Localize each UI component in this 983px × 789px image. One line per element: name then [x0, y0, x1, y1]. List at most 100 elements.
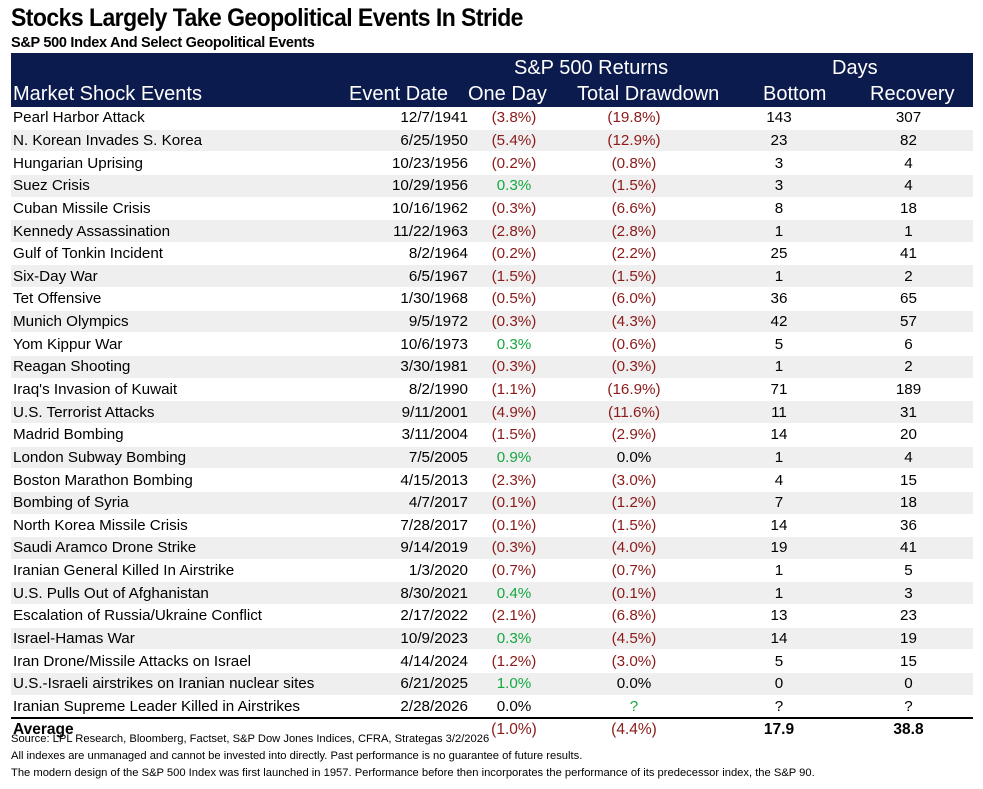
total-drawdown: (2.8%) [554, 219, 714, 243]
table-row: London Subway Bombing 7/5/2005 0.9% 0.0% 1 4 [11, 446, 973, 470]
table-row: Iranian Supreme Leader Killed in Airstri… [11, 695, 973, 719]
days-to-recovery: 6 [844, 332, 973, 357]
total-drawdown: (1.5%) [554, 264, 714, 289]
total-drawdown: (0.3%) [554, 355, 714, 379]
days-to-bottom: 42 [714, 310, 844, 334]
average-one-day: (1.0%) [474, 717, 554, 742]
page-title: Stocks Largely Take Geopolitical Events … [11, 4, 523, 32]
event-date: 8/2/1990 [343, 378, 474, 402]
total-drawdown: (12.9%) [554, 129, 714, 153]
total-drawdown: (4.3%) [554, 310, 714, 334]
one-day-return: (0.5%) [474, 287, 554, 311]
event-name: Escalation of Russia/Ukraine Conflict [11, 604, 343, 628]
days-to-recovery: 82 [844, 129, 973, 153]
event-name: London Subway Bombing [11, 446, 343, 470]
one-day-return: (2.3%) [474, 468, 554, 492]
event-date: 2/17/2022 [343, 604, 474, 628]
one-day-return: 0.3% [474, 332, 554, 357]
table-row: Iranian General Killed In Airstrike 1/3/2… [11, 559, 973, 583]
header-col-event: Market Shock Events [13, 83, 202, 105]
table-row: Suez Crisis 10/29/1956 0.3% (1.5%) 3 4 [11, 174, 973, 198]
event-name: Reagan Shooting [11, 355, 343, 379]
event-date: 9/14/2019 [343, 536, 474, 560]
event-date: 8/30/2021 [343, 581, 474, 606]
event-date: 6/21/2025 [343, 672, 474, 696]
event-date: 11/22/1963 [343, 219, 474, 243]
event-date: 6/25/1950 [343, 129, 474, 153]
one-day-return: (1.1%) [474, 378, 554, 402]
total-drawdown: (6.0%) [554, 287, 714, 311]
total-drawdown: (0.7%) [554, 559, 714, 583]
total-drawdown: (11.6%) [554, 400, 714, 424]
table-row: Reagan Shooting 3/30/1981 (0.3%) (0.3%) 1 2 [11, 355, 973, 379]
event-date: 3/11/2004 [343, 423, 474, 447]
table-row: Madrid Bombing 3/11/2004 (1.5%) (2.9%) 14 20 [11, 423, 973, 447]
days-to-bottom: 14 [714, 627, 844, 651]
days-to-bottom: 1 [714, 581, 844, 606]
table-row: Pearl Harbor Attack 12/7/1941 (3.8%) (19.8%… [11, 107, 973, 130]
days-to-bottom: 23 [714, 129, 844, 153]
days-to-bottom: 1 [714, 355, 844, 379]
days-to-bottom: 11 [714, 400, 844, 424]
days-to-recovery: 31 [844, 400, 973, 424]
table-row: Hungarian Uprising 10/23/1956 (0.2%) (0.8%)… [11, 151, 973, 175]
one-day-return: (0.3%) [474, 536, 554, 560]
event-name: Pearl Harbor Attack [11, 107, 343, 130]
header-col-bottom: Bottom [763, 83, 827, 105]
event-date: 12/7/1941 [343, 107, 474, 130]
days-to-recovery: 23 [844, 604, 973, 628]
total-drawdown: (4.5%) [554, 627, 714, 651]
days-to-bottom: 71 [714, 378, 844, 402]
days-to-bottom: 25 [714, 242, 844, 266]
footnote-disclaimer: All indexes are unmanaged and cannot be … [11, 750, 583, 762]
average-label: Average [11, 717, 343, 742]
table-row: Tet Offensive 1/30/1968 (0.5%) (6.0%) 36 65 [11, 287, 973, 311]
total-drawdown: (16.9%) [554, 378, 714, 402]
event-name: Hungarian Uprising [11, 151, 343, 175]
event-name: Six-Day War [11, 264, 343, 289]
one-day-return: (0.3%) [474, 197, 554, 221]
table-row: Iran Drone/Missile Attacks on Israel 4/14… [11, 649, 973, 674]
event-name: U.S. Pulls Out of Afghanistan [11, 581, 343, 606]
days-to-recovery: 2 [844, 355, 973, 379]
days-to-bottom: 1 [714, 264, 844, 289]
one-day-return: (0.1%) [474, 514, 554, 538]
event-date: 1/3/2020 [343, 559, 474, 583]
events-table: Pearl Harbor Attack 12/7/1941 (3.8%) (19.8%… [11, 107, 973, 742]
one-day-return: (4.9%) [474, 400, 554, 424]
header-col-date: Event Date [349, 83, 448, 105]
table-row: Iraq's Invasion of Kuwait 8/2/1990 (1.1%)(… [11, 378, 973, 402]
one-day-return: (2.8%) [474, 219, 554, 243]
table-row: U.S. Pulls Out of Afghanistan 8/30/2021 0.… [11, 581, 973, 606]
event-name: Madrid Bombing [11, 423, 343, 447]
total-drawdown: (0.6%) [554, 332, 714, 357]
one-day-return: 0.4% [474, 581, 554, 606]
days-to-recovery: 5 [844, 559, 973, 583]
days-to-recovery: 41 [844, 242, 973, 266]
event-name: Iranian Supreme Leader Killed in Airstri… [11, 695, 343, 719]
event-name: Suez Crisis [11, 174, 343, 198]
footnote-index-history: The modern design of the S&P 500 Index w… [11, 767, 815, 779]
event-name: Iranian General Killed In Airstrike [11, 559, 343, 583]
table-row: Saudi Aramco Drone Strike 9/14/2019 (0.3%)… [11, 536, 973, 560]
days-to-recovery: 41 [844, 536, 973, 560]
header-group-days: Days [832, 57, 878, 79]
event-date: 3/30/1981 [343, 355, 474, 379]
event-date: 10/9/2023 [343, 627, 474, 651]
event-date: 10/29/1956 [343, 174, 474, 198]
days-to-recovery: 189 [844, 378, 973, 402]
event-date: 10/16/1962 [343, 197, 474, 221]
table-header: S&P 500 Returns Days Market Shock Events… [11, 53, 973, 107]
footnote-source: Source: LPL Research, Bloomberg, Factset… [11, 733, 490, 745]
one-day-return: (1.5%) [474, 423, 554, 447]
event-date: 4/15/2013 [343, 468, 474, 492]
table-row: Escalation of Russia/Ukraine Conflict 2/1… [11, 604, 973, 628]
one-day-return: (3.8%) [474, 107, 554, 130]
days-to-bottom: 19 [714, 536, 844, 560]
total-drawdown: (1.5%) [554, 514, 714, 538]
total-drawdown: (3.0%) [554, 649, 714, 674]
event-name: Munich Olympics [11, 310, 343, 334]
table-row: Yom Kippur War 10/6/1973 0.3% (0.6%) 5 6 [11, 332, 973, 357]
event-name: Kennedy Assassination [11, 219, 343, 243]
event-date: 6/5/1967 [343, 264, 474, 289]
